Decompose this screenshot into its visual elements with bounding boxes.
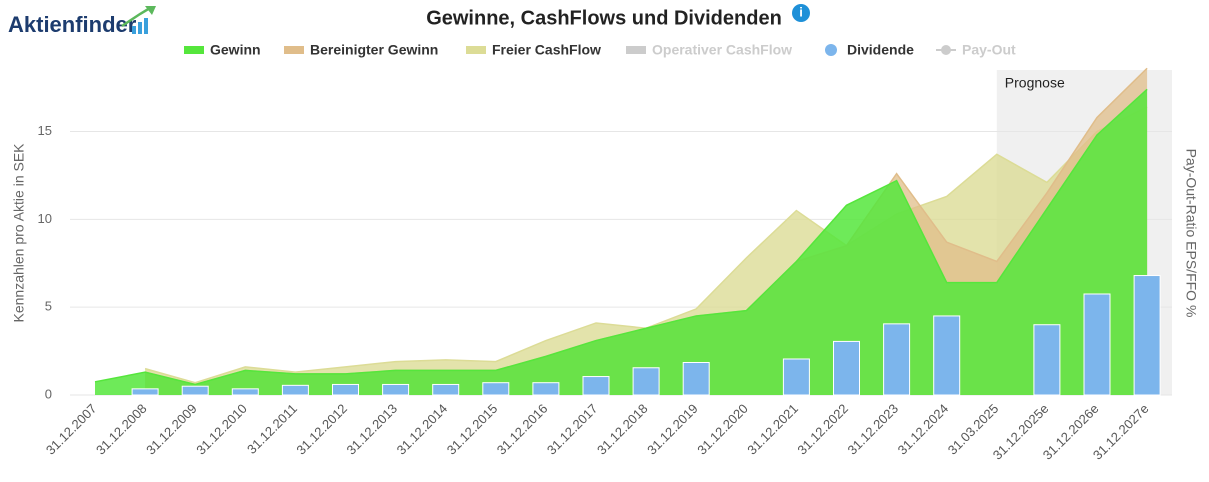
x-tick-label: 31.12.2021 <box>744 401 801 458</box>
bar <box>833 340 860 396</box>
y-tick-label: 10 <box>38 211 52 226</box>
bar <box>532 382 560 396</box>
x-tick-label: 31.12.2022 <box>794 401 851 458</box>
y-axis-label: Kennzahlen pro Aktie in SEK <box>11 143 27 323</box>
bar <box>1083 293 1111 396</box>
legend-symbol[interactable] <box>825 44 837 56</box>
area <box>95 89 1148 395</box>
x-tick-label: 31.12.2009 <box>143 401 200 458</box>
legend-label[interactable]: Operativer CashFlow <box>652 42 792 58</box>
bar <box>332 383 359 396</box>
x-tick-label: 31.12.2007 <box>43 401 100 458</box>
x-tick-label: 31.12.2024 <box>895 401 952 458</box>
x-tick-label: 31.12.2013 <box>344 401 401 458</box>
x-tick-label: 31.12.2012 <box>293 401 350 458</box>
bar <box>1033 324 1061 396</box>
bar <box>582 376 610 396</box>
bar <box>883 323 911 396</box>
x-tick-label: 31.12.2020 <box>694 401 751 458</box>
bar <box>1133 275 1161 396</box>
legend-label[interactable]: Freier CashFlow <box>492 42 601 58</box>
x-tick-label: 31.12.2015 <box>444 401 501 458</box>
bar <box>432 383 460 396</box>
x-tick-label: 31.12.2010 <box>193 401 250 458</box>
x-tick-label: 31.12.2011 <box>244 401 300 457</box>
y-tick-label: 0 <box>45 386 52 401</box>
bar <box>933 315 961 396</box>
legend-label[interactable]: Bereinigter Gewinn <box>310 42 438 58</box>
x-tick-label: 31.12.2014 <box>394 401 451 458</box>
info-icon-label[interactable]: i <box>799 4 803 19</box>
legend-label[interactable]: Gewinn <box>210 42 261 58</box>
bar <box>482 382 510 396</box>
bar <box>382 383 410 396</box>
bar <box>682 362 710 396</box>
x-tick-label: 31.12.2023 <box>845 401 902 458</box>
logo: Aktienfinder <box>8 12 137 37</box>
legend-symbol <box>626 46 646 54</box>
bar <box>281 384 309 396</box>
x-tick-label: 31.12.2018 <box>594 401 651 458</box>
legend-symbol <box>466 46 486 54</box>
logo-icon <box>121 6 156 34</box>
legend-symbol <box>284 46 304 54</box>
y2-axis-label: Pay-Out-Ratio EPS/FFO % <box>1183 149 1199 318</box>
chart-title: Gewinne, CashFlows und Dividenden <box>426 7 782 29</box>
x-tick-label: 31.12.2017 <box>544 401 601 458</box>
legend-label[interactable]: Dividende <box>847 42 914 58</box>
x-tick-label: 31.12.2008 <box>93 401 150 458</box>
bar <box>782 358 810 396</box>
y-tick-label: 5 <box>45 299 52 314</box>
forecast-label: Prognose <box>1005 75 1065 91</box>
x-tick-label: 31.12.2019 <box>644 401 701 458</box>
area-line <box>94 88 1148 386</box>
bar <box>131 388 159 396</box>
x-tick-label: 31.12.2016 <box>494 401 551 458</box>
legend-symbol <box>184 46 204 54</box>
info-icon[interactable] <box>792 4 810 22</box>
bar <box>181 385 209 396</box>
bar <box>632 367 660 396</box>
legend-symbol <box>941 45 951 55</box>
bar <box>231 388 259 396</box>
y-tick-label: 15 <box>38 123 52 138</box>
legend-label[interactable]: Pay-Out <box>962 42 1016 58</box>
